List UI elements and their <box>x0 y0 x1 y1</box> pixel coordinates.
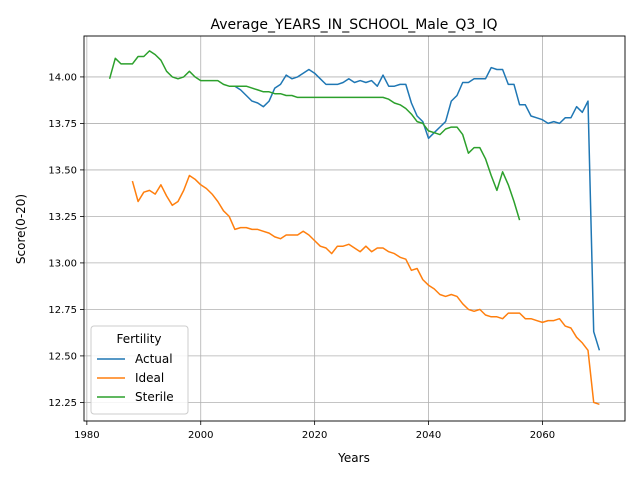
y-tick-label: 13.75 <box>48 119 77 130</box>
y-tick-label: 14.00 <box>48 72 77 83</box>
y-axis-ticks: 12.25 12.50 12.75 13.00 13.25 13.50 13.75 14.00 <box>48 72 84 409</box>
y-tick-label: 13.25 <box>48 212 77 223</box>
series-line-ideal <box>131 174 600 406</box>
y-axis-label: Score(0-20) <box>14 194 28 264</box>
x-axis-ticks: 1980 2000 2020 2040 2060 <box>74 421 555 441</box>
series-lines <box>108 50 601 406</box>
y-tick-label: 12.50 <box>48 351 77 362</box>
legend-box <box>90 325 189 415</box>
legend-title: Fertility <box>116 332 161 346</box>
chart-title: Average_YEARS_IN_SCHOOL_Male_Q3_IQ <box>211 17 498 33</box>
series-line-actual <box>229 66 601 351</box>
legend-label-ideal: Ideal <box>135 371 164 385</box>
legend-label-actual: Actual <box>135 352 173 366</box>
y-tick-label: 12.25 <box>48 398 77 409</box>
y-tick-label: 12.75 <box>48 305 77 316</box>
series-line-sterile <box>108 50 521 221</box>
x-tick-label: 2020 <box>302 430 327 441</box>
x-tick-label: 1980 <box>74 430 99 441</box>
legend-entries: Actual Ideal Sterile <box>97 352 174 404</box>
legend: Fertility Actual Ideal Sterile <box>90 325 189 415</box>
x-tick-label: 2060 <box>530 430 555 441</box>
x-tick-label: 2000 <box>188 430 213 441</box>
x-axis-label: Years <box>337 451 370 465</box>
y-tick-label: 13.00 <box>48 258 77 269</box>
plot-frame <box>83 35 626 422</box>
y-tick-label: 13.50 <box>48 165 77 176</box>
legend-label-sterile: Sterile <box>135 390 174 404</box>
x-tick-label: 2040 <box>416 430 441 441</box>
